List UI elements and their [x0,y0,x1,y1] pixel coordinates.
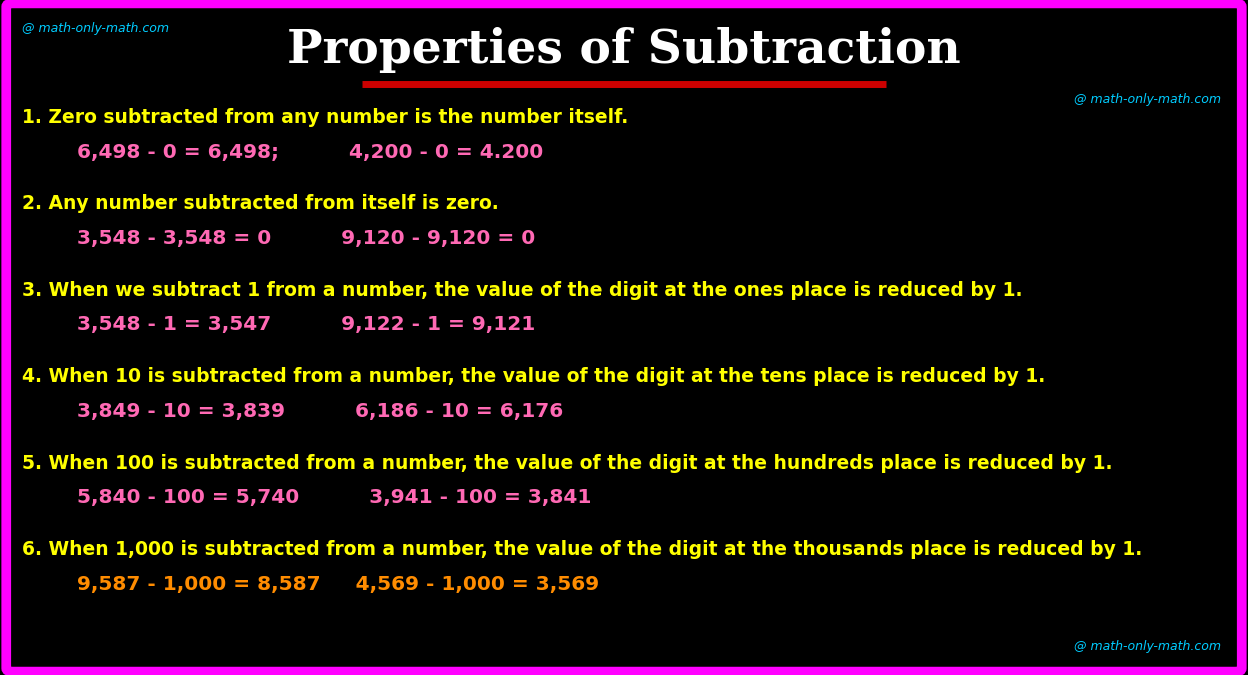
Text: @ math-only-math.com: @ math-only-math.com [22,22,170,34]
Text: 9,587 - 1,000 = 8,587     4,569 - 1,000 = 3,569: 9,587 - 1,000 = 8,587 4,569 - 1,000 = 3,… [77,574,599,593]
Text: 3,548 - 1 = 3,547          9,122 - 1 = 9,121: 3,548 - 1 = 3,547 9,122 - 1 = 9,121 [77,315,535,334]
Text: 3. When we subtract 1 from a number, the value of the digit at the ones place is: 3. When we subtract 1 from a number, the… [22,281,1023,300]
Text: 5,840 - 100 = 5,740          3,941 - 100 = 3,841: 5,840 - 100 = 5,740 3,941 - 100 = 3,841 [77,488,592,507]
Text: 6,498 - 0 = 6,498;          4,200 - 0 = 4.200: 6,498 - 0 = 6,498; 4,200 - 0 = 4.200 [77,142,544,161]
Text: Properties of Subtraction: Properties of Subtraction [287,27,961,73]
Text: 3,548 - 3,548 = 0          9,120 - 9,120 = 0: 3,548 - 3,548 = 0 9,120 - 9,120 = 0 [77,229,535,248]
Text: @ math-only-math.com: @ math-only-math.com [1073,93,1221,106]
Text: 5. When 100 is subtracted from a number, the value of the digit at the hundreds : 5. When 100 is subtracted from a number,… [22,454,1113,472]
Text: 2. Any number subtracted from itself is zero.: 2. Any number subtracted from itself is … [22,194,499,213]
Text: 3,849 - 10 = 3,839          6,186 - 10 = 6,176: 3,849 - 10 = 3,839 6,186 - 10 = 6,176 [77,402,564,421]
Text: 6. When 1,000 is subtracted from a number, the value of the digit at the thousan: 6. When 1,000 is subtracted from a numbe… [22,540,1143,559]
Text: @ math-only-math.com: @ math-only-math.com [1073,641,1221,653]
Text: 4. When 10 is subtracted from a number, the value of the digit at the tens place: 4. When 10 is subtracted from a number, … [22,367,1046,386]
Text: 1. Zero subtracted from any number is the number itself.: 1. Zero subtracted from any number is th… [22,108,629,127]
FancyBboxPatch shape [6,3,1242,672]
